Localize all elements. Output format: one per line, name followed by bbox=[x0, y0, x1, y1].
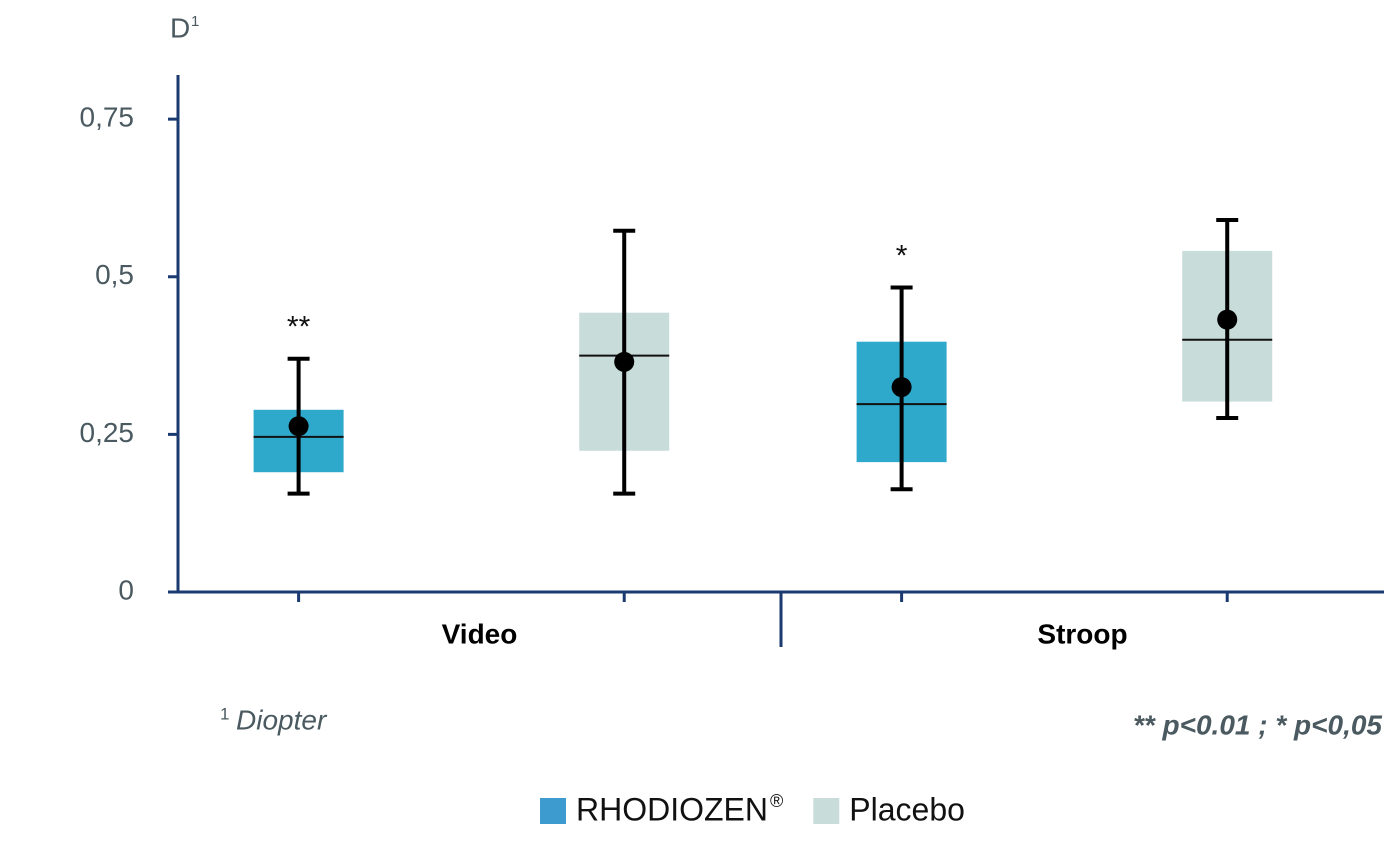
legend-label-sup: ® bbox=[770, 791, 783, 811]
mean-dot bbox=[614, 351, 635, 372]
y-tick-label: 0 bbox=[118, 574, 134, 605]
footnote: Diopter bbox=[236, 704, 328, 735]
mean-dot bbox=[288, 416, 309, 437]
legend-label: Placebo bbox=[849, 791, 965, 827]
mean-dot bbox=[1217, 309, 1238, 330]
x-tick-label: Stroop bbox=[1037, 618, 1127, 649]
significance-note: ** p<0.01 ; * p<0,05 bbox=[1133, 709, 1382, 740]
y-tick-label: 0,25 bbox=[80, 417, 135, 448]
y-tick-label: 0,75 bbox=[80, 102, 135, 133]
footnote-marker: 1 bbox=[220, 704, 229, 723]
y-tick-label: 0,5 bbox=[95, 259, 134, 290]
significance-marker: * bbox=[896, 239, 908, 272]
x-tick-label: Video bbox=[442, 618, 518, 649]
legend-label: RHODIOZEN bbox=[576, 791, 768, 827]
legend-swatch bbox=[540, 798, 566, 824]
legend-swatch bbox=[813, 798, 840, 824]
y-axis-label-sup: 1 bbox=[191, 13, 199, 30]
significance-marker: ** bbox=[287, 311, 311, 344]
y-axis-label: D bbox=[170, 12, 190, 43]
mean-dot bbox=[891, 377, 912, 398]
